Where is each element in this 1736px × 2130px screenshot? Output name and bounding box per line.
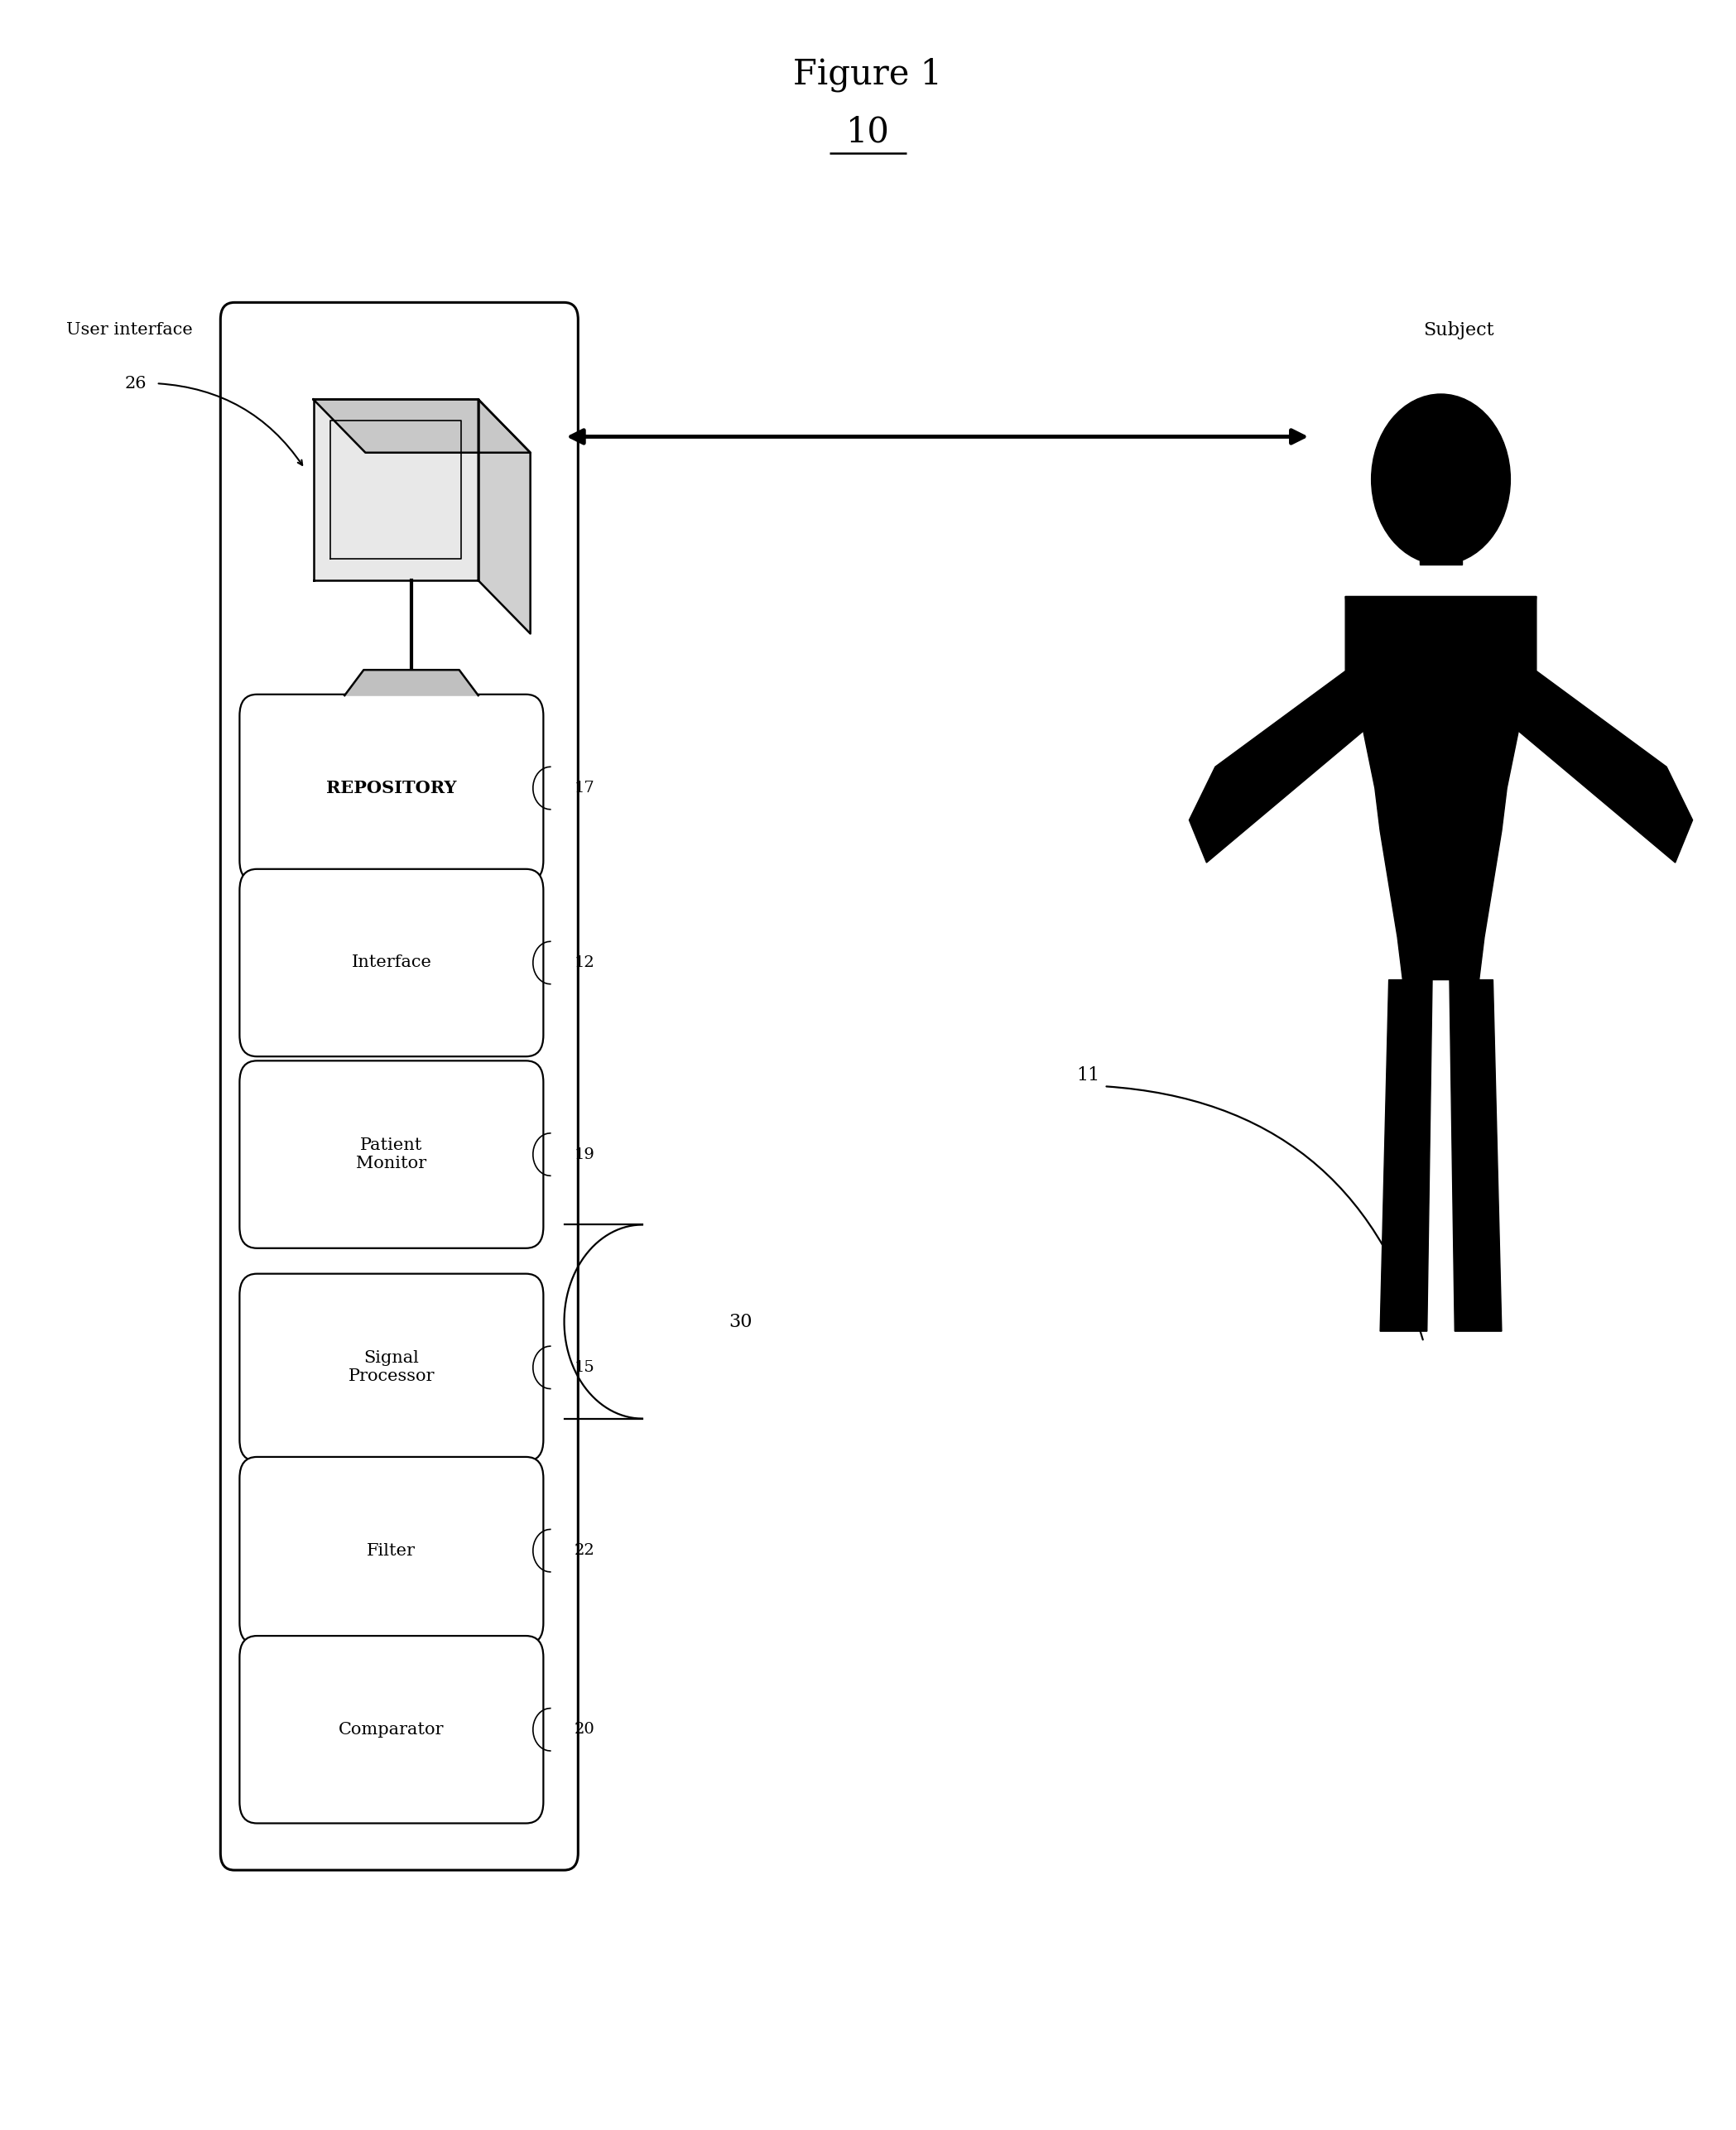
FancyBboxPatch shape	[240, 1274, 543, 1461]
Text: Filter: Filter	[366, 1542, 417, 1559]
Text: 20: 20	[575, 1723, 595, 1736]
FancyBboxPatch shape	[240, 1636, 543, 1823]
Text: Subject: Subject	[1424, 322, 1493, 339]
Polygon shape	[312, 400, 531, 454]
Text: 30: 30	[729, 1312, 753, 1331]
Polygon shape	[1189, 596, 1371, 863]
Text: 22: 22	[575, 1544, 595, 1557]
Text: REPOSITORY: REPOSITORY	[326, 780, 457, 797]
Polygon shape	[479, 400, 531, 635]
Polygon shape	[1510, 596, 1693, 863]
Text: 15: 15	[575, 1361, 595, 1374]
FancyBboxPatch shape	[240, 1061, 543, 1248]
Text: 17: 17	[575, 782, 595, 794]
FancyBboxPatch shape	[220, 302, 578, 1870]
Text: Figure 1: Figure 1	[793, 58, 943, 92]
Text: 12: 12	[575, 956, 595, 969]
Text: 10: 10	[845, 115, 891, 149]
Text: 11: 11	[1076, 1067, 1099, 1084]
Text: Patient
Monitor: Patient Monitor	[356, 1137, 427, 1172]
Polygon shape	[1420, 522, 1462, 564]
Circle shape	[1371, 394, 1510, 564]
Text: Signal
Processor: Signal Processor	[349, 1350, 434, 1384]
FancyBboxPatch shape	[240, 869, 543, 1056]
Polygon shape	[344, 671, 479, 697]
Text: 19: 19	[575, 1148, 595, 1161]
FancyBboxPatch shape	[240, 1457, 543, 1644]
Polygon shape	[312, 400, 479, 581]
FancyBboxPatch shape	[240, 694, 543, 882]
Text: Comparator: Comparator	[339, 1721, 444, 1738]
Polygon shape	[1345, 596, 1536, 980]
Text: 26: 26	[125, 375, 148, 392]
Polygon shape	[1380, 980, 1432, 1331]
Text: Interface: Interface	[351, 954, 432, 971]
Polygon shape	[1450, 980, 1502, 1331]
Text: User interface: User interface	[66, 322, 193, 339]
